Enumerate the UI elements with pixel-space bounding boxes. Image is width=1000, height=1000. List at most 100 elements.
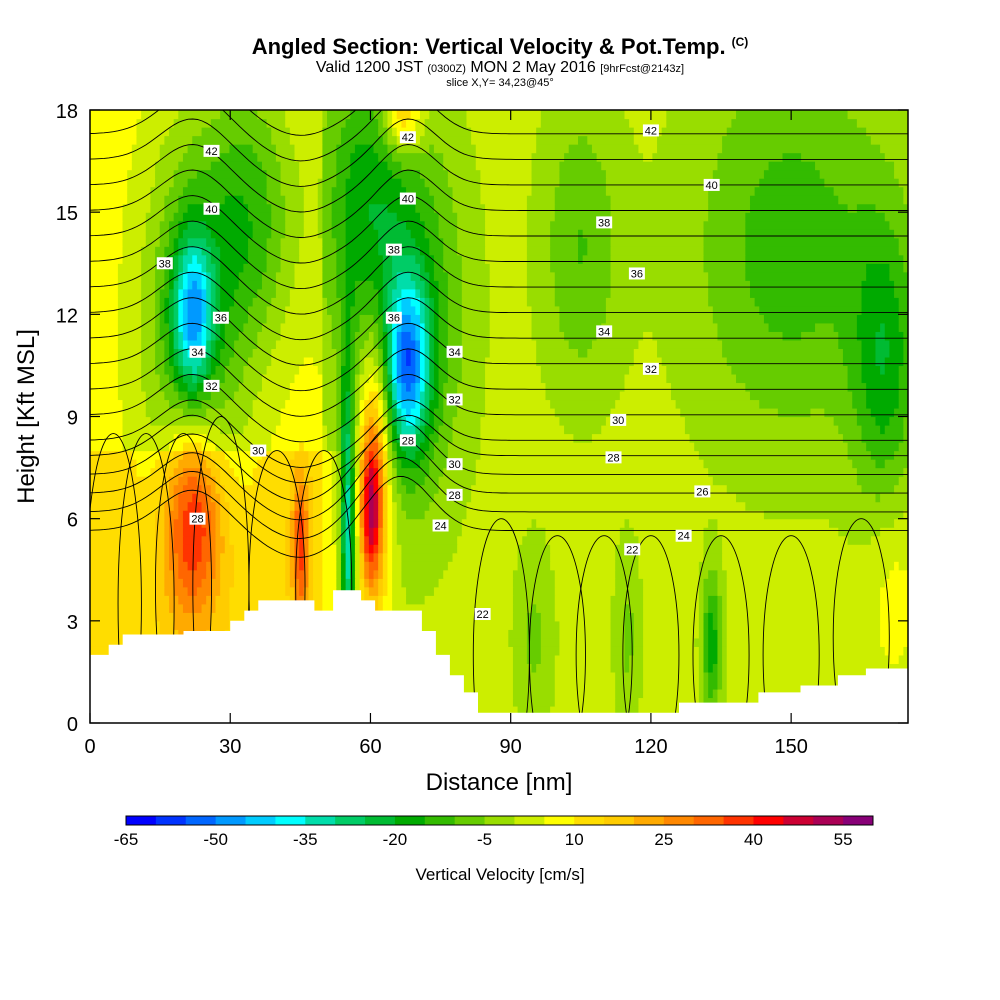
velocity-cell [536,348,579,358]
colorbar-swatch [155,816,187,825]
velocity-cell [257,152,277,162]
velocity-cell [229,305,249,315]
velocity-cell [866,390,900,401]
velocity-cell [354,348,361,358]
velocity-cell [568,339,593,349]
velocity-cell [763,314,858,324]
velocity-cell [90,305,119,315]
velocity-cell [624,629,635,639]
velocity-cell [289,595,296,605]
velocity-cell [870,407,895,418]
velocity-cell [331,450,337,460]
velocity-cell [336,578,342,588]
velocity-cell [90,195,128,205]
velocity-cell [187,501,203,511]
velocity-cell [350,493,356,503]
velocity-cell [127,169,156,179]
velocity-cell [350,552,356,562]
velocity-cell [354,544,361,554]
velocity-cell [387,399,393,409]
velocity-cell [512,578,556,588]
velocity-cell [368,390,379,401]
velocity-cell [201,442,217,452]
velocity-cell [410,407,421,418]
velocity-cell [294,476,305,486]
velocity-cell [336,569,342,579]
velocity-cell [429,373,435,384]
velocity-cell [317,212,323,222]
velocity-cell [457,237,486,247]
contour-label-text: 26 [696,486,708,498]
velocity-cell [354,450,361,460]
velocity-cell [285,535,291,545]
velocity-cell [210,493,221,503]
valid-date: MON 2 May 2016 [470,59,596,76]
velocity-cell [90,297,119,307]
velocity-cell [392,578,402,588]
velocity-cell [531,178,561,188]
velocity-cell [717,637,723,647]
velocity-cell [122,442,170,452]
velocity-cell [173,263,179,273]
velocity-cell [624,612,635,622]
velocity-cell [210,450,226,460]
velocity-cell [373,484,379,494]
velocity-cell [215,442,272,452]
velocity-cell [415,305,421,315]
velocity-cell [689,433,844,443]
velocity-cell [512,603,533,613]
velocity-cell [726,637,881,647]
velocity-cell [294,527,300,537]
pot-temp-contour [575,535,633,723]
velocity-cell [136,467,152,477]
velocity-cell [210,586,221,596]
velocity-cell [531,169,561,179]
pot-temp-contour [90,348,908,417]
velocity-cell [336,280,347,290]
velocity-cell [173,467,184,477]
velocity-cell [424,288,430,298]
velocity-cell [903,646,908,656]
velocity-cell [192,373,198,384]
velocity-cell [271,220,286,230]
velocity-cell [224,339,235,349]
velocity-cell [210,305,217,315]
velocity-cell [452,195,482,205]
velocity-cell [336,246,347,256]
velocity-cell [322,331,333,341]
velocity-cell [875,331,886,341]
velocity-cell [303,203,319,213]
velocity-cell [382,569,389,579]
velocity-cell [364,399,370,409]
velocity-cell [489,339,537,349]
velocity-cell [406,356,412,367]
velocity-cell [327,118,347,128]
velocity-cell [187,220,207,230]
velocity-cell [285,314,323,324]
velocity-cell [359,416,365,426]
velocity-cell [336,561,342,571]
velocity-cell [336,161,351,171]
velocity-cell [401,288,416,298]
velocity-cell [220,493,226,503]
velocity-cell [210,620,231,630]
velocity-cell [554,663,612,673]
velocity-cell [387,637,509,647]
velocity-cell [164,527,170,537]
velocity-cell [392,356,398,367]
velocity-cell [90,246,124,256]
velocity-cell [838,195,904,205]
velocity-cell [345,322,351,332]
velocity-cell [178,459,207,469]
velocity-cell [550,220,612,230]
velocity-cell [856,467,904,477]
velocity-cell [485,220,528,230]
velocity-cell [359,390,365,401]
velocity-cell [299,484,305,494]
velocity-cell [443,246,458,256]
velocity-cell [875,459,886,469]
velocity-cell [387,629,509,639]
velocity-cell [303,476,314,486]
velocity-cell [396,322,402,332]
